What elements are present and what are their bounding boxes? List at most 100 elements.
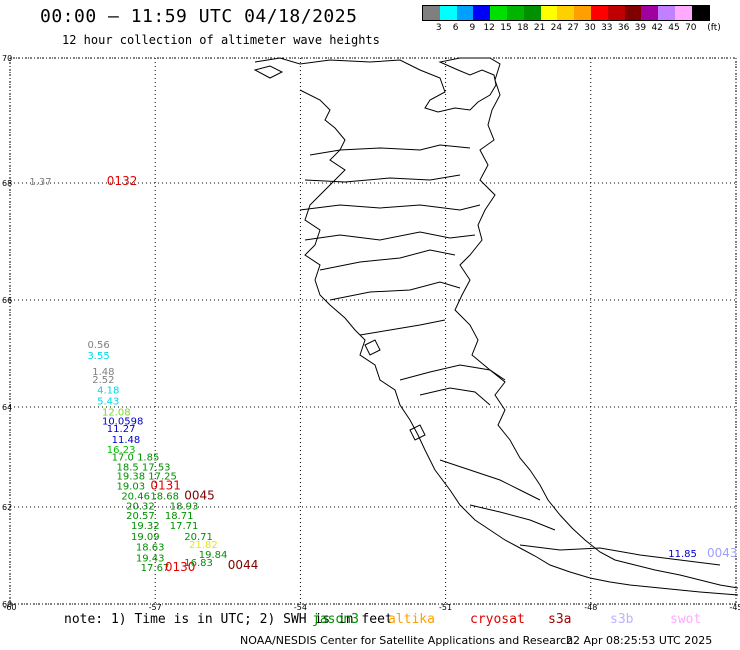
fjord-7: [359, 319, 446, 336]
legend-swatch: [473, 6, 491, 20]
wave-height-label: 3.55: [87, 351, 109, 362]
wave-height-label: 18.93: [170, 501, 199, 512]
wave-height-label: 0.56: [87, 340, 109, 351]
pass-time-label: 0044: [228, 558, 259, 572]
legend-swatch: [439, 6, 457, 20]
legend-tick-label: 27: [567, 23, 579, 33]
wave-height-label: 20.46: [121, 492, 150, 503]
pass-time-label: 0130: [165, 560, 196, 574]
footer-note: note: 1) Time is in UTC; 2) SWH is in fe…: [64, 612, 393, 627]
wave-observations: 1.37 0132 0.563.55 1.482.524.185.4312.0810.…: [29, 174, 737, 574]
legend-swatch: [490, 6, 507, 20]
legend-tick-label: 3: [435, 23, 442, 33]
wave-height-label: 19.03: [116, 482, 145, 493]
pass-time-label: 0045: [184, 489, 215, 503]
wave-height-label: 18.63: [136, 543, 165, 554]
wave-height-label: 17.71: [170, 521, 199, 532]
legend-swatch: [658, 6, 675, 20]
fjord-12: [519, 544, 721, 566]
wave-height-label: 20.71: [184, 532, 213, 543]
legend-tick-label: 42: [651, 23, 663, 33]
wave-height-label: 17.67: [141, 563, 170, 574]
latitude-label: 60: [2, 600, 12, 609]
legend-swatch: [574, 6, 591, 20]
wave-height-label: 20.57: [126, 511, 155, 522]
legend-tick-label: 21: [533, 23, 546, 33]
fjord-11: [469, 504, 556, 531]
legend-swatch: [506, 6, 524, 20]
map-subtitle: 12 hour collection of altimeter wave hei…: [62, 33, 380, 47]
legend-tick-label: 36: [617, 23, 630, 33]
latitude-label: 68: [2, 179, 12, 188]
coastline-west-fjords: [299, 89, 739, 596]
map-title: 00:00 – 11:59 UTC 04/18/2025: [40, 6, 358, 27]
legend-tick-label: 45: [668, 23, 680, 33]
fjord-8: [399, 364, 506, 381]
wave-height-label: 19.32: [131, 521, 160, 532]
wave-height-label: 1.37: [29, 177, 51, 188]
wave-height-label: 18.5 17.53: [116, 463, 170, 474]
pass-time-label: 0043: [707, 546, 738, 560]
coastline-west-main: [254, 57, 739, 589]
legend-swatch: [624, 6, 642, 20]
wave-height-label: 11.27: [107, 424, 136, 435]
wave-height-label: 17.0 1.85: [112, 453, 160, 464]
longitude-label: -60: [3, 603, 16, 612]
legend-swatch: [456, 6, 474, 20]
latitude-label: 62: [2, 503, 12, 512]
fjord-9: [419, 387, 491, 406]
legend-tick-label: 15: [500, 23, 512, 33]
wave-height-label: 19.38 17.25: [116, 472, 176, 483]
wave-height-label: 11.48: [112, 435, 141, 446]
color-legend: 3 6 9 12 15 18 21 24 27 30 33 36 39 42 45 70 (ft): [422, 5, 721, 35]
wave-height-label: 18.68: [150, 492, 179, 503]
legend-swatch: [557, 6, 575, 20]
fjord-1: [309, 144, 471, 156]
longitude-label: -57: [149, 603, 162, 612]
wave-height-label: 19.43: [136, 553, 165, 564]
legend-tick-label: 70: [685, 23, 697, 33]
wave-height-label: 16.23: [107, 445, 136, 456]
greenland-coastline: [253, 57, 739, 596]
wave-height-label: 18.71: [165, 511, 194, 522]
satellite-altika: altika: [388, 612, 435, 627]
wave-height-label: 16.83: [184, 558, 213, 569]
wave-height-label: 2.52: [92, 375, 114, 386]
wave-height-label: 1.48: [92, 367, 114, 378]
latitude-label: 64: [2, 403, 12, 412]
satellite-jason3: jason3: [312, 612, 359, 627]
fjord-2: [304, 174, 461, 183]
legend-swatch: [523, 6, 541, 20]
fjord-6: [329, 281, 461, 301]
satellite-s3a: s3a: [548, 612, 572, 627]
fjord-4: [304, 231, 476, 241]
wave-height-label: 21.82: [189, 540, 218, 551]
legend-tick-label: 30: [584, 23, 596, 33]
longitude-label: -54: [294, 603, 307, 612]
legend-tick-label: 39: [634, 23, 647, 33]
fjord-10: [439, 459, 541, 501]
legend-swatch: [607, 6, 625, 20]
wave-height-label: 20.32: [126, 501, 155, 512]
island-2: [364, 339, 381, 356]
lat-lon-grid: 70 68 66 64 62 60-60 -57 -54 -51 -48 -45: [2, 54, 740, 612]
generated-timestamp: 22 Apr 08:25:53 UTC 2025: [566, 634, 713, 647]
latitude-label: 66: [2, 296, 12, 305]
legend-tick-label: 12: [483, 23, 495, 33]
island-3: [409, 424, 426, 441]
legend-swatch: [590, 6, 608, 20]
legend-labels: 3 6 9 12 15 18 21 24 27 30 33 36 39 42 45 70 (ft): [422, 21, 721, 35]
wave-height-label: 19.84: [199, 550, 228, 561]
legend-tick-label: 18: [517, 23, 529, 33]
latitude-label: 70: [2, 54, 12, 63]
legend-tick-label: 24: [550, 23, 563, 33]
longitude-label: -51: [439, 603, 452, 612]
pass-time-label: 0131: [150, 479, 181, 493]
satellite-cryosat: cryosat: [470, 612, 525, 627]
wave-height-label: 12.08: [102, 408, 131, 419]
longitude-label: -45: [729, 603, 740, 612]
longitude-label: -48: [584, 603, 597, 612]
credit-line: NOAA/NESDIS Center for Satellite Applica…: [240, 634, 574, 647]
legend-tick-label: 33: [601, 23, 613, 33]
